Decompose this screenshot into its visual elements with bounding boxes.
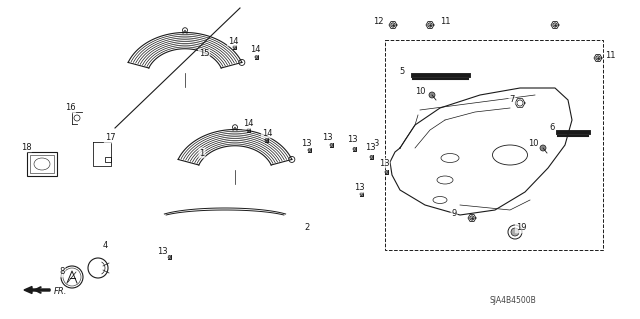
Circle shape <box>596 56 600 60</box>
Text: 14: 14 <box>250 46 260 55</box>
Text: 3: 3 <box>373 138 379 147</box>
Text: 1: 1 <box>200 149 205 158</box>
Text: 15: 15 <box>199 49 209 58</box>
Circle shape <box>308 149 311 152</box>
Text: 13: 13 <box>157 248 167 256</box>
Bar <box>27 152 57 176</box>
Circle shape <box>428 23 432 27</box>
Text: 2: 2 <box>305 224 310 233</box>
Text: 19: 19 <box>516 224 526 233</box>
Text: 14: 14 <box>262 129 272 137</box>
Circle shape <box>540 145 546 151</box>
Text: 4: 4 <box>102 241 108 249</box>
Text: SJA4B4500B: SJA4B4500B <box>490 296 537 305</box>
Circle shape <box>330 144 333 146</box>
Circle shape <box>385 170 388 174</box>
Text: 7: 7 <box>509 94 515 103</box>
Text: 13: 13 <box>301 138 311 147</box>
Circle shape <box>360 192 363 196</box>
Text: 13: 13 <box>354 183 364 192</box>
Circle shape <box>168 256 171 258</box>
Circle shape <box>429 92 435 98</box>
Text: 11: 11 <box>440 17 451 26</box>
Text: 13: 13 <box>379 159 389 167</box>
Bar <box>30 155 54 173</box>
Circle shape <box>247 129 250 131</box>
Text: 14: 14 <box>243 120 253 129</box>
Text: 14: 14 <box>228 36 238 46</box>
Text: 10: 10 <box>528 138 538 147</box>
Circle shape <box>370 155 373 159</box>
Text: 12: 12 <box>372 17 383 26</box>
Bar <box>385 40 603 250</box>
Text: 13: 13 <box>365 144 375 152</box>
Circle shape <box>353 147 356 151</box>
Text: 8: 8 <box>60 268 65 277</box>
Text: 9: 9 <box>451 210 456 219</box>
Circle shape <box>391 23 396 27</box>
Text: 13: 13 <box>322 132 332 142</box>
Text: 5: 5 <box>399 68 404 77</box>
Circle shape <box>553 23 557 27</box>
Text: 13: 13 <box>347 136 357 145</box>
Text: 18: 18 <box>20 143 31 152</box>
Circle shape <box>233 46 236 48</box>
Circle shape <box>255 56 258 58</box>
Circle shape <box>265 138 268 142</box>
Text: 6: 6 <box>549 123 555 132</box>
Text: 16: 16 <box>65 103 76 113</box>
Text: 17: 17 <box>105 133 115 143</box>
FancyArrow shape <box>24 286 50 293</box>
Text: FR.: FR. <box>54 286 67 295</box>
Text: 11: 11 <box>605 50 615 60</box>
Text: 10: 10 <box>415 86 425 95</box>
Circle shape <box>470 216 474 220</box>
Circle shape <box>511 228 519 236</box>
